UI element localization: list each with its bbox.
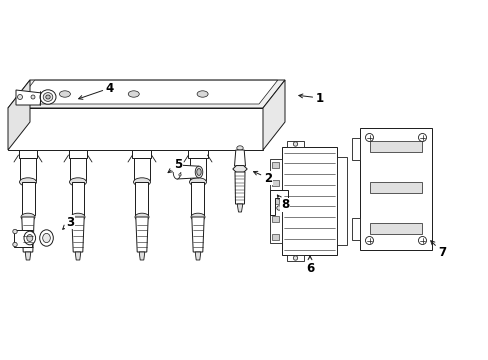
Text: 4: 4 bbox=[79, 81, 114, 99]
Text: 2: 2 bbox=[253, 171, 271, 184]
Bar bbox=[271, 216, 279, 222]
Ellipse shape bbox=[365, 237, 373, 244]
Ellipse shape bbox=[59, 91, 70, 97]
Polygon shape bbox=[135, 182, 148, 215]
Text: 8: 8 bbox=[277, 195, 288, 211]
Bar bbox=[369, 222, 421, 234]
Bar bbox=[271, 162, 279, 168]
Bar bbox=[271, 198, 279, 204]
Polygon shape bbox=[286, 141, 304, 147]
Polygon shape bbox=[286, 255, 304, 261]
Ellipse shape bbox=[179, 174, 181, 176]
Ellipse shape bbox=[179, 168, 181, 170]
Ellipse shape bbox=[418, 134, 426, 141]
Ellipse shape bbox=[128, 91, 139, 97]
Ellipse shape bbox=[42, 233, 50, 243]
Ellipse shape bbox=[24, 231, 36, 245]
Polygon shape bbox=[188, 150, 207, 158]
Polygon shape bbox=[139, 252, 144, 260]
Ellipse shape bbox=[196, 168, 201, 175]
Polygon shape bbox=[237, 204, 243, 212]
Polygon shape bbox=[232, 166, 247, 172]
Ellipse shape bbox=[40, 90, 56, 104]
Ellipse shape bbox=[135, 213, 149, 221]
Ellipse shape bbox=[418, 237, 426, 244]
Ellipse shape bbox=[71, 213, 85, 221]
Polygon shape bbox=[195, 252, 201, 260]
Polygon shape bbox=[132, 150, 151, 158]
Bar bbox=[369, 181, 421, 193]
Polygon shape bbox=[16, 80, 277, 104]
Polygon shape bbox=[72, 217, 84, 252]
Polygon shape bbox=[68, 150, 87, 158]
Ellipse shape bbox=[191, 213, 204, 221]
Ellipse shape bbox=[27, 234, 33, 242]
Ellipse shape bbox=[236, 146, 243, 150]
Bar bbox=[271, 180, 279, 186]
Ellipse shape bbox=[189, 178, 206, 186]
Polygon shape bbox=[191, 182, 204, 215]
Polygon shape bbox=[70, 158, 86, 180]
Polygon shape bbox=[21, 182, 35, 215]
Bar bbox=[271, 234, 279, 240]
Polygon shape bbox=[22, 217, 34, 252]
Polygon shape bbox=[20, 158, 36, 180]
Polygon shape bbox=[8, 80, 30, 150]
Polygon shape bbox=[351, 218, 359, 240]
Polygon shape bbox=[177, 165, 199, 179]
Polygon shape bbox=[351, 138, 359, 160]
Ellipse shape bbox=[40, 230, 53, 246]
Ellipse shape bbox=[173, 165, 181, 179]
Polygon shape bbox=[19, 150, 38, 158]
Ellipse shape bbox=[21, 213, 35, 221]
Ellipse shape bbox=[195, 166, 203, 178]
Bar bbox=[369, 140, 421, 152]
Polygon shape bbox=[263, 80, 285, 150]
Polygon shape bbox=[14, 230, 32, 247]
Polygon shape bbox=[269, 159, 282, 243]
Ellipse shape bbox=[69, 178, 86, 186]
Ellipse shape bbox=[365, 134, 373, 141]
Polygon shape bbox=[359, 128, 431, 250]
Text: 6: 6 bbox=[305, 256, 313, 274]
Text: 5: 5 bbox=[168, 158, 182, 173]
Polygon shape bbox=[136, 217, 148, 252]
Ellipse shape bbox=[43, 93, 53, 102]
Text: 1: 1 bbox=[298, 91, 324, 104]
Ellipse shape bbox=[31, 95, 35, 99]
Polygon shape bbox=[191, 217, 204, 252]
Polygon shape bbox=[336, 157, 346, 245]
Polygon shape bbox=[269, 190, 287, 215]
Polygon shape bbox=[282, 147, 336, 255]
Polygon shape bbox=[71, 182, 84, 215]
Polygon shape bbox=[16, 90, 42, 105]
Text: 3: 3 bbox=[62, 216, 74, 229]
Polygon shape bbox=[25, 252, 31, 260]
Ellipse shape bbox=[197, 91, 208, 97]
Ellipse shape bbox=[18, 94, 22, 99]
Ellipse shape bbox=[293, 256, 297, 260]
Polygon shape bbox=[235, 172, 244, 204]
Ellipse shape bbox=[13, 229, 17, 234]
Ellipse shape bbox=[46, 95, 50, 99]
Ellipse shape bbox=[133, 178, 150, 186]
Text: 7: 7 bbox=[430, 241, 445, 258]
Polygon shape bbox=[8, 80, 285, 108]
Ellipse shape bbox=[13, 242, 17, 247]
Ellipse shape bbox=[276, 206, 281, 210]
Polygon shape bbox=[234, 150, 245, 166]
Polygon shape bbox=[75, 252, 81, 260]
Polygon shape bbox=[134, 158, 150, 180]
Polygon shape bbox=[190, 158, 205, 180]
Ellipse shape bbox=[20, 178, 37, 186]
Polygon shape bbox=[8, 108, 263, 150]
Ellipse shape bbox=[293, 142, 297, 146]
